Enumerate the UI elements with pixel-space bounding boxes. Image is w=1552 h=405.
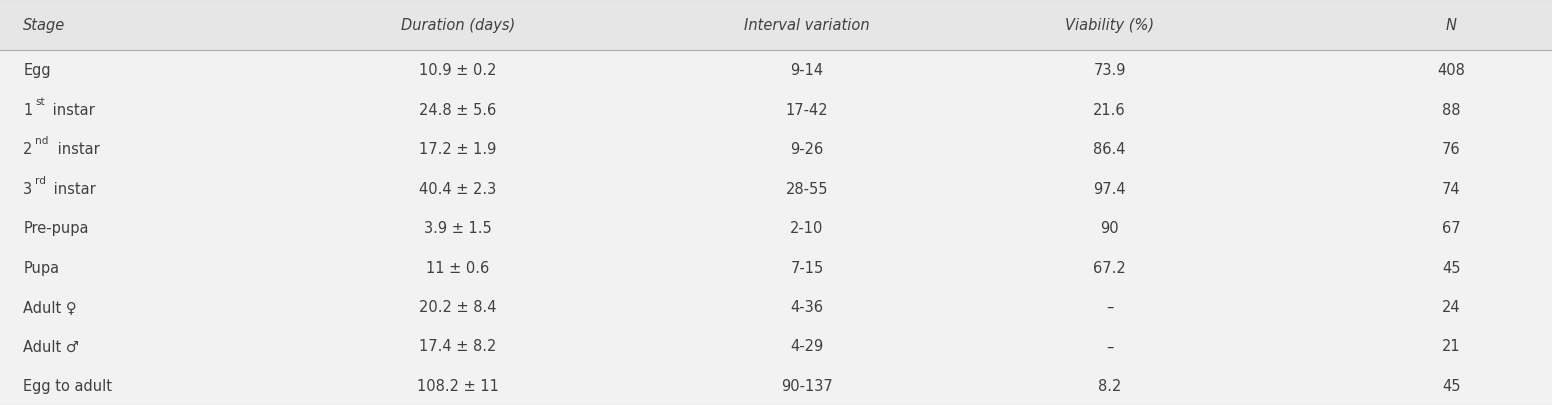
Text: rd: rd (36, 175, 47, 185)
Text: 4-36: 4-36 (790, 299, 824, 314)
Text: 90-137: 90-137 (781, 378, 833, 393)
Text: 20.2 ± 8.4: 20.2 ± 8.4 (419, 299, 497, 314)
Text: 2-10: 2-10 (790, 221, 824, 236)
Bar (0, 0, 1552, 51)
Text: instar: instar (50, 181, 96, 196)
Text: Interval variation: Interval variation (745, 18, 869, 33)
Text: Egg to adult: Egg to adult (23, 378, 112, 393)
Text: Pupa: Pupa (23, 260, 59, 275)
Text: 9-14: 9-14 (790, 63, 824, 78)
Text: 28-55: 28-55 (785, 181, 829, 196)
Text: 10.9 ± 0.2: 10.9 ± 0.2 (419, 63, 497, 78)
Text: 17.2 ± 1.9: 17.2 ± 1.9 (419, 142, 497, 157)
Text: st: st (36, 96, 45, 107)
Text: 1: 1 (23, 102, 33, 117)
Text: 45: 45 (1442, 260, 1460, 275)
Text: Pre-pupa: Pre-pupa (23, 221, 88, 236)
Text: rd: rd (36, 175, 47, 185)
Text: 2: 2 (23, 142, 33, 157)
Text: 67: 67 (1442, 221, 1460, 236)
Text: 86.4: 86.4 (1094, 142, 1125, 157)
Text: 76: 76 (1442, 142, 1460, 157)
Text: 24.8 ± 5.6: 24.8 ± 5.6 (419, 102, 497, 117)
Text: 24: 24 (1442, 299, 1460, 314)
Text: 7-15: 7-15 (790, 260, 824, 275)
Text: 3: 3 (23, 181, 33, 196)
Text: instar: instar (48, 102, 95, 117)
Text: Adult ♀: Adult ♀ (23, 299, 78, 314)
Text: 74: 74 (1442, 181, 1460, 196)
Text: instar: instar (53, 142, 99, 157)
Text: –: – (1107, 339, 1113, 354)
Text: Egg: Egg (23, 63, 51, 78)
Text: 45: 45 (1442, 378, 1460, 393)
Text: 90: 90 (1100, 221, 1119, 236)
Text: 21.6: 21.6 (1093, 102, 1127, 117)
Text: 21: 21 (1442, 339, 1460, 354)
Text: 40.4 ± 2.3: 40.4 ± 2.3 (419, 181, 497, 196)
Text: nd: nd (36, 136, 48, 146)
Text: 11 ± 0.6: 11 ± 0.6 (427, 260, 489, 275)
Text: 17-42: 17-42 (785, 102, 829, 117)
Text: 4-29: 4-29 (790, 339, 824, 354)
Text: 3.9 ± 1.5: 3.9 ± 1.5 (424, 221, 492, 236)
Text: st: st (36, 96, 45, 107)
Text: 8.2: 8.2 (1097, 378, 1122, 393)
Text: Duration (days): Duration (days) (400, 18, 515, 33)
Text: 97.4: 97.4 (1093, 181, 1127, 196)
Text: 9-26: 9-26 (790, 142, 824, 157)
Text: 408: 408 (1437, 63, 1465, 78)
Text: 17.4 ± 8.2: 17.4 ± 8.2 (419, 339, 497, 354)
Text: 108.2 ± 11: 108.2 ± 11 (417, 378, 498, 393)
Text: 88: 88 (1442, 102, 1460, 117)
Text: –: – (1107, 299, 1113, 314)
Text: 67.2: 67.2 (1093, 260, 1127, 275)
Text: Adult ♂: Adult ♂ (23, 339, 79, 354)
Text: Viability (%): Viability (%) (1065, 18, 1155, 33)
Text: nd: nd (36, 136, 48, 146)
Text: N: N (1445, 18, 1457, 33)
Text: Stage: Stage (23, 18, 65, 33)
Text: 73.9: 73.9 (1094, 63, 1125, 78)
